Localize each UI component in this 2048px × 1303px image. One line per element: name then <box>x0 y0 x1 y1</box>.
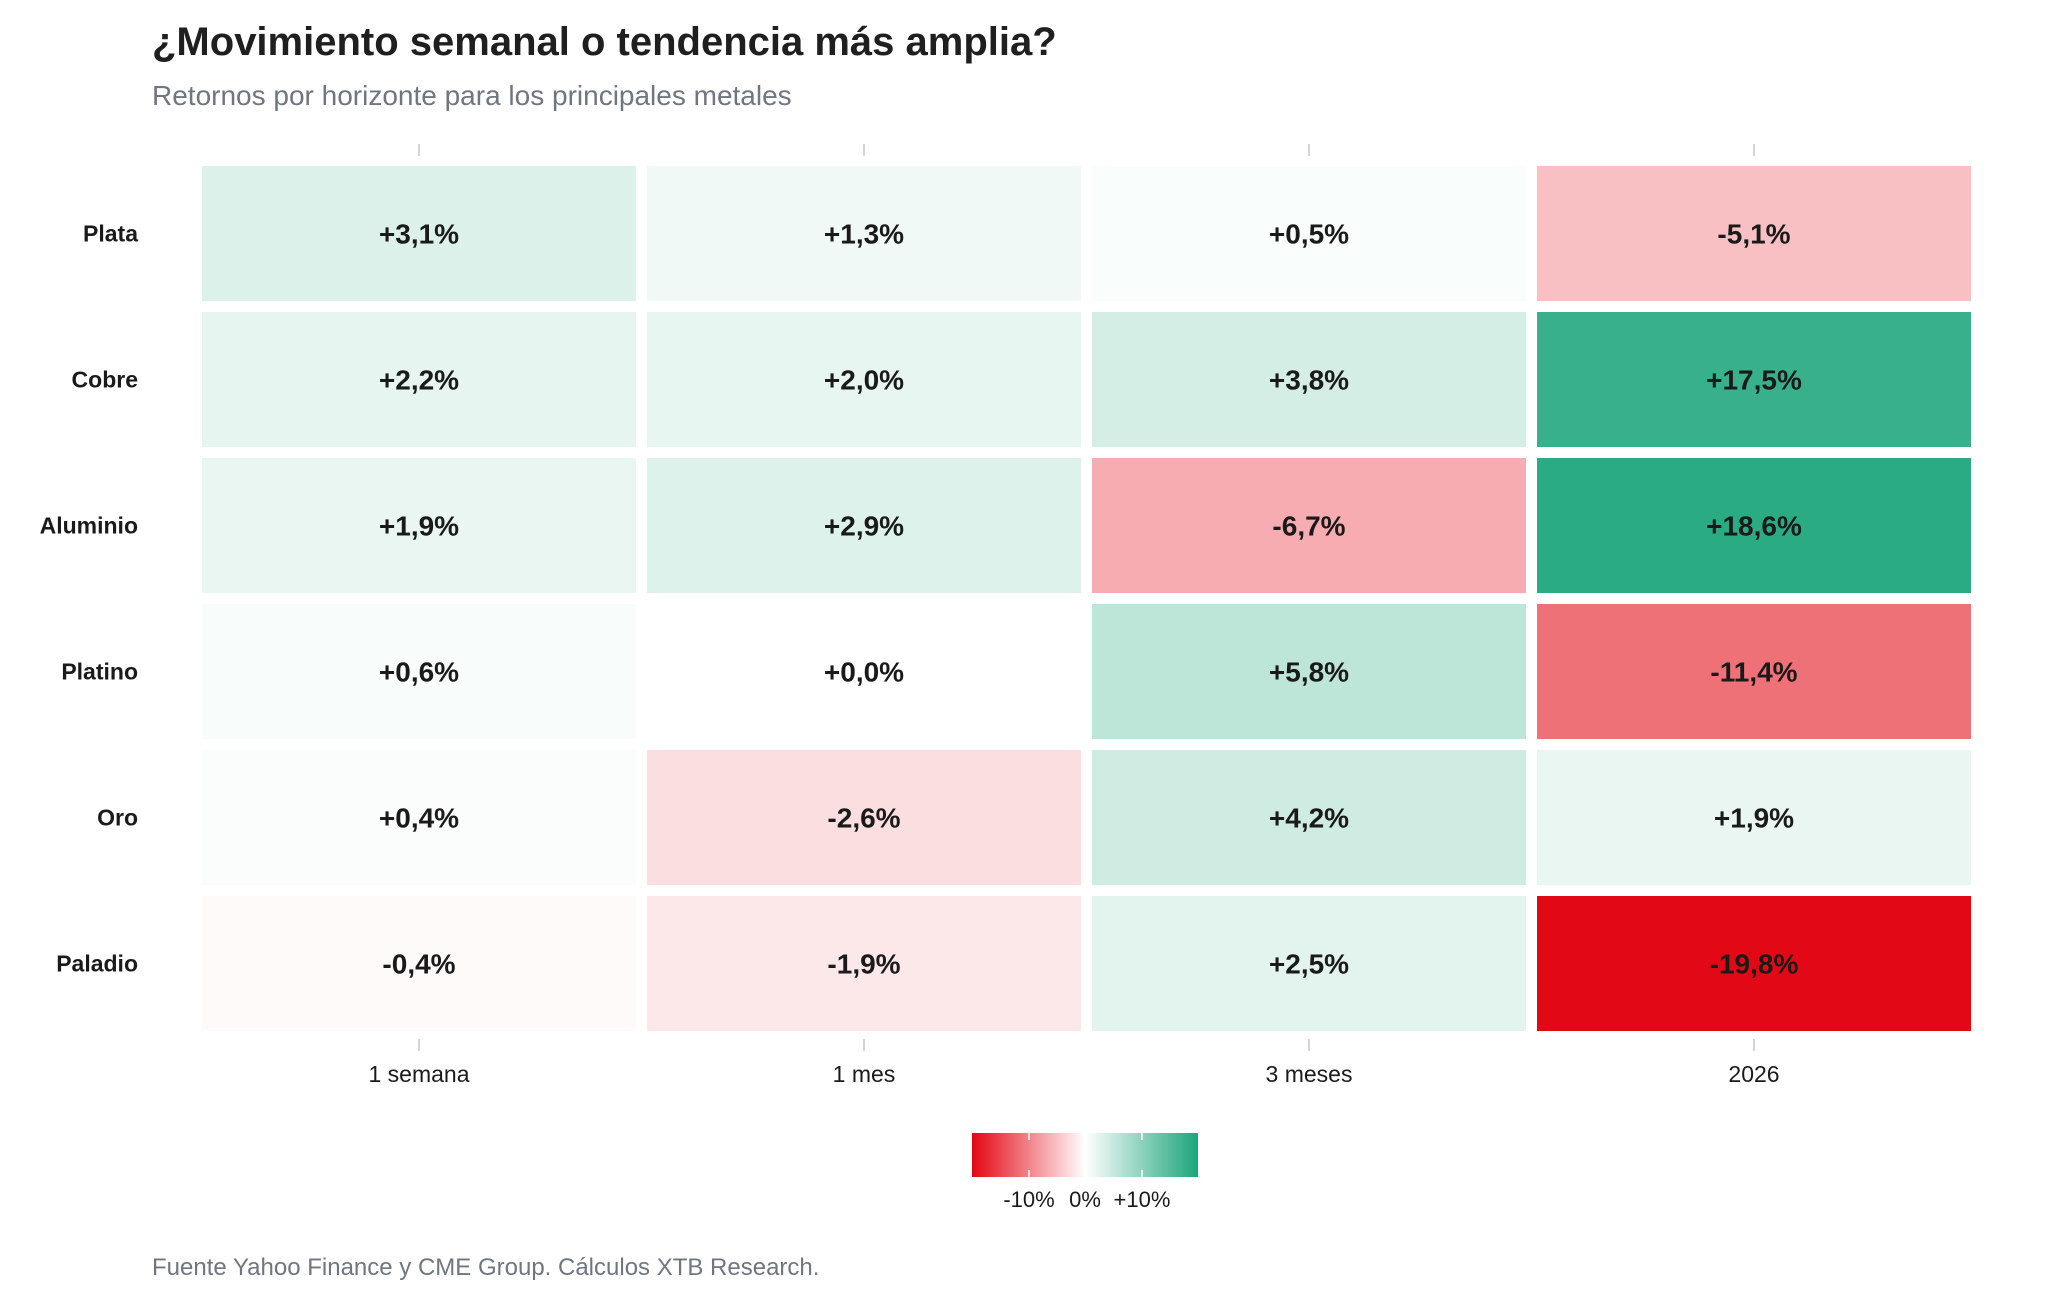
heatmap-cell <box>1537 896 1971 1031</box>
cell-value-label: -1,9% <box>827 949 900 980</box>
heatmap-cell <box>1537 312 1971 447</box>
heatmap-cell <box>1092 750 1526 885</box>
heatmap-cell <box>202 312 636 447</box>
heatmap-cell <box>1537 604 1971 739</box>
legend-tick-label: 0% <box>1069 1187 1101 1212</box>
cell-value-label: +5,8% <box>1269 657 1349 688</box>
heatmap-cell <box>202 458 636 593</box>
cell-value-label: +17,5% <box>1706 365 1802 396</box>
cell-value-label: +1,3% <box>824 219 904 250</box>
heatmap-cell <box>1537 750 1971 885</box>
cell-value-label: -19,8% <box>1710 949 1799 980</box>
heatmap-cell <box>1092 458 1526 593</box>
row-label: Platino <box>61 659 138 685</box>
legend-tick-label: +10% <box>1114 1187 1171 1212</box>
row-label: Cobre <box>72 367 138 393</box>
column-label: 2026 <box>1728 1061 1779 1087</box>
row-label: Plata <box>83 221 138 247</box>
heatmap-cell <box>1092 166 1526 301</box>
heatmap-cell <box>1092 896 1526 1031</box>
cell-value-label: +2,9% <box>824 511 904 542</box>
cell-value-label: -5,1% <box>1717 219 1790 250</box>
column-label: 1 mes <box>833 1061 896 1087</box>
heatmap-cell <box>647 166 1081 301</box>
cell-value-label: -2,6% <box>827 803 900 834</box>
heatmap-cell <box>202 604 636 739</box>
heatmap-cell <box>647 312 1081 447</box>
cell-value-label: +0,0% <box>824 657 904 688</box>
cell-value-label: +2,2% <box>379 365 459 396</box>
color-scale-bar <box>972 1133 1198 1177</box>
chart-subtitle: Retornos por horizonte para los principa… <box>152 80 792 111</box>
heatmap-cell <box>647 750 1081 885</box>
cell-value-label: -0,4% <box>382 949 455 980</box>
cell-value-label: +2,5% <box>1269 949 1349 980</box>
cell-value-label: +2,0% <box>824 365 904 396</box>
cell-value-label: +0,6% <box>379 657 459 688</box>
heatmap-cell <box>1537 458 1971 593</box>
heatmap-cell <box>202 896 636 1031</box>
cell-value-label: -6,7% <box>1272 511 1345 542</box>
cell-value-label: -11,4% <box>1710 657 1797 688</box>
heatmap-cell <box>647 604 1081 739</box>
heatmap-cell <box>202 166 636 301</box>
cell-value-label: +3,8% <box>1269 365 1349 396</box>
heatmap-cell <box>202 750 636 885</box>
cell-value-label: +18,6% <box>1706 511 1802 542</box>
legend-tick-label: -10% <box>1003 1187 1054 1212</box>
heatmap-cell <box>1092 312 1526 447</box>
chart-title: ¿Movimiento semanal o tendencia más ampl… <box>152 20 1057 64</box>
cell-value-label: +0,5% <box>1269 219 1349 250</box>
cell-value-label: +0,4% <box>379 803 459 834</box>
column-label: 3 meses <box>1266 1061 1353 1087</box>
column-label: 1 semana <box>368 1061 469 1087</box>
source-footnote: Fuente Yahoo Finance y CME Group. Cálcul… <box>152 1254 820 1281</box>
row-label: Oro <box>97 805 138 831</box>
cell-value-label: +1,9% <box>379 511 459 542</box>
heatmap-cell <box>647 458 1081 593</box>
heatmap-cell <box>1537 166 1971 301</box>
row-label: Aluminio <box>40 513 138 539</box>
heatmap-cell <box>647 896 1081 1031</box>
cell-value-label: +4,2% <box>1269 803 1349 834</box>
cell-value-label: +1,9% <box>1714 803 1794 834</box>
heatmap-cell <box>1092 604 1526 739</box>
row-label: Paladio <box>56 951 138 977</box>
cell-value-label: +3,1% <box>379 219 459 250</box>
